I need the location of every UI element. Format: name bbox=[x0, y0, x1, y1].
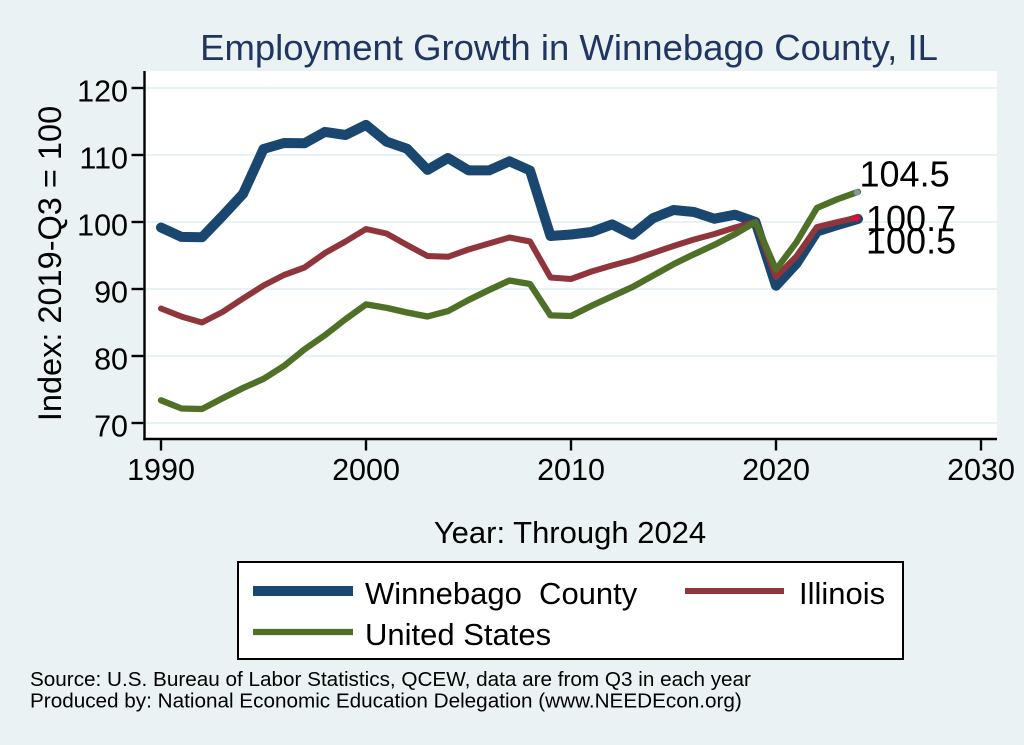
svg-text:100: 100 bbox=[77, 209, 128, 243]
svg-text:100.7: 100.7 bbox=[866, 198, 956, 239]
svg-text:Index: 2019-Q3 = 100: Index: 2019-Q3 = 100 bbox=[32, 106, 68, 421]
svg-text:Illinois: Illinois bbox=[799, 576, 885, 611]
svg-text:Winnebago County: Winnebago County bbox=[365, 576, 638, 611]
svg-text:Year: Through 2024: Year: Through 2024 bbox=[434, 515, 706, 550]
svg-text:2030: 2030 bbox=[947, 453, 1015, 487]
svg-text:2000: 2000 bbox=[332, 453, 400, 487]
svg-text:Source: U.S. Bureau of Labor S: Source: U.S. Bureau of Labor Statistics,… bbox=[30, 668, 751, 691]
svg-text:90: 90 bbox=[94, 276, 128, 310]
svg-text:1990: 1990 bbox=[127, 453, 195, 487]
svg-text:Employment Growth in Winnebago: Employment Growth in Winnebago County, I… bbox=[200, 27, 938, 68]
svg-text:Produced by: National Economic: Produced by: National Economic Education… bbox=[30, 690, 742, 713]
svg-text:80: 80 bbox=[94, 343, 128, 377]
svg-text:United States: United States bbox=[365, 617, 551, 652]
svg-text:2020: 2020 bbox=[742, 453, 810, 487]
svg-text:100.5: 100.5 bbox=[866, 221, 956, 262]
svg-text:2010: 2010 bbox=[537, 453, 605, 487]
svg-text:104.5: 104.5 bbox=[860, 154, 950, 195]
svg-text:120: 120 bbox=[77, 75, 128, 109]
svg-text:110: 110 bbox=[79, 142, 128, 176]
svg-text:70: 70 bbox=[94, 410, 128, 444]
